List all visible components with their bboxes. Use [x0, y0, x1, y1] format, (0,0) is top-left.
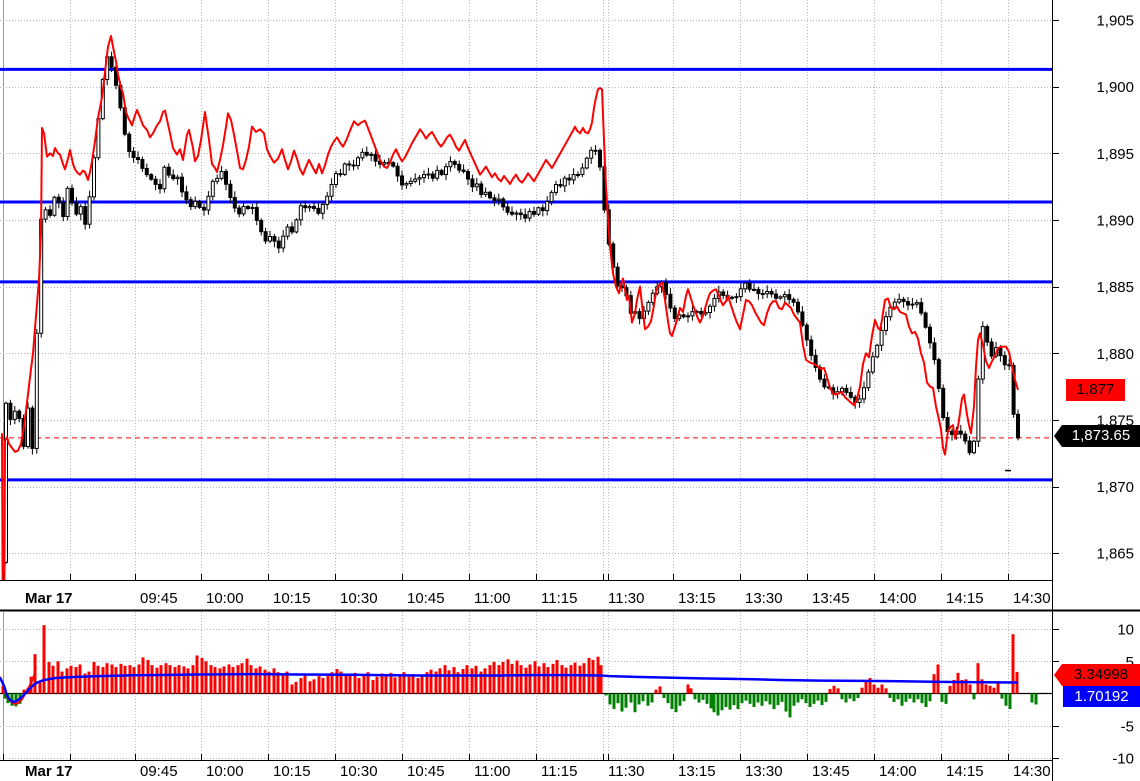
time-axis-label: 14:00 — [879, 763, 917, 780]
support-resistance-levels — [0, 67, 1052, 482]
time-axis-label: 14:15 — [946, 590, 984, 607]
red-series-price-callout: 1,877 — [1066, 379, 1125, 401]
indicator-panel — [0, 625, 1052, 718]
time-axis-label: 11:15 — [541, 763, 577, 780]
price-axis-label: 1,865 — [1096, 546, 1134, 563]
time-axis-label: 14:30 — [1013, 763, 1051, 780]
indicator-red-value-callout: 3.34998 — [1054, 664, 1140, 686]
time-axis-label: 14:30 — [1013, 590, 1051, 607]
price-axis-label: 1,905 — [1096, 13, 1134, 30]
price-axis-label: 1,870 — [1096, 479, 1134, 496]
time-axis-label: 13:15 — [678, 590, 716, 607]
price-axis-label: 1,895 — [1096, 146, 1134, 163]
indicator-axis-label: -5 — [1121, 718, 1134, 735]
indicator-axis-label: -10 — [1112, 751, 1134, 768]
price-axis-label: 1,880 — [1096, 346, 1134, 363]
time-axis-label: 10:00 — [206, 590, 244, 607]
time-axis-label: 10:30 — [340, 763, 378, 780]
last-price-callout: 1,873.65 — [1054, 425, 1140, 447]
time-axis-label: 14:00 — [879, 590, 917, 607]
indicator-blue-value-callout: 1.70192 — [1063, 686, 1140, 707]
time-axis-label: 10:45 — [407, 763, 445, 780]
gridlines — [0, 0, 1052, 760]
time-axis-label: 11:00 — [474, 763, 510, 780]
axis-labels: 1,9051,9001,8951,8901,8851,8801,8751,870… — [25, 13, 1134, 781]
price-axis-label: 1,900 — [1096, 79, 1134, 96]
indicator-axis-label: 5 — [1126, 654, 1134, 671]
time-axis-label: 10:45 — [407, 590, 445, 607]
time-axis-label: 10:00 — [206, 763, 244, 780]
time-axis-label: 13:45 — [812, 763, 850, 780]
time-axis-label: 13:30 — [745, 763, 783, 780]
time-axis-label: 09:45 — [140, 590, 178, 607]
time-axis-label: 11:30 — [608, 763, 644, 780]
price-axis-label: 1,885 — [1096, 279, 1134, 296]
time-axis-label: 13:45 — [812, 590, 850, 607]
indicator-axis-label: 10 — [1117, 622, 1134, 639]
time-axis-label: 11:00 — [474, 590, 510, 607]
time-axis-label: 10:15 — [273, 763, 311, 780]
time-axis-label: 11:15 — [541, 590, 577, 607]
price-axis-label: 1,890 — [1096, 212, 1134, 229]
time-axis-label: 09:45 — [140, 763, 178, 780]
time-axis-label: 11:30 — [608, 590, 644, 607]
date-label: Mar 17 — [25, 763, 73, 780]
red-overlay-line — [1, 34, 1019, 580]
time-axis-label: 14:15 — [946, 763, 984, 780]
time-axis-label: 13:15 — [678, 763, 716, 780]
date-label: Mar 17 — [25, 590, 73, 607]
time-axis-label: 13:30 — [745, 590, 783, 607]
time-axis-label: 10:15 — [273, 590, 311, 607]
time-axis-label: 10:30 — [340, 590, 378, 607]
